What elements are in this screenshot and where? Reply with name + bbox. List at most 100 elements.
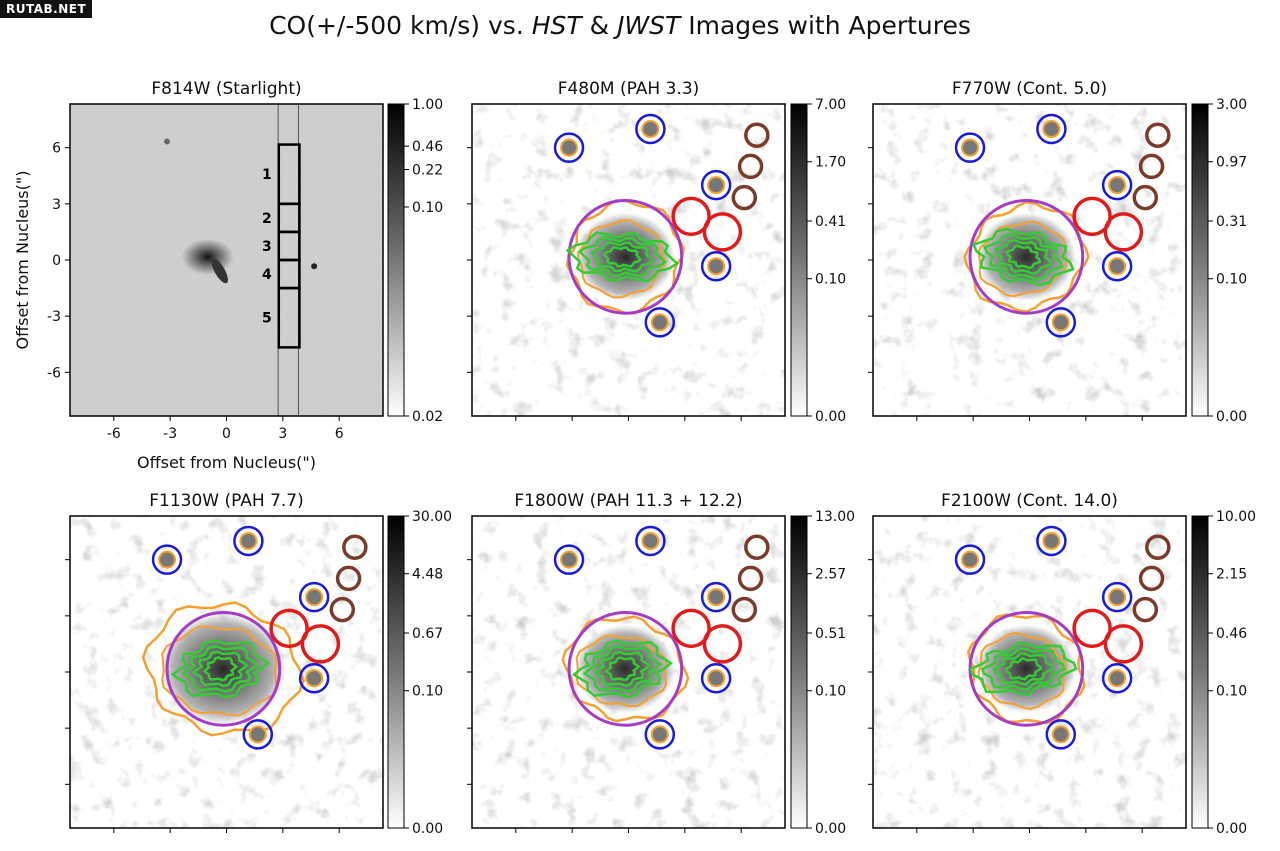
colorbar-label: 0.00	[1216, 409, 1247, 425]
colorbar-label: 0.41	[815, 214, 846, 230]
point-source	[305, 588, 324, 607]
colorbar-label: 0.10	[1216, 272, 1247, 288]
colorbar-label: 0.51	[815, 626, 846, 642]
aperture-circle-blue	[1101, 250, 1133, 282]
aperture-circle-brown	[1132, 184, 1159, 211]
aperture-circle-red	[702, 212, 743, 252]
point-source	[1108, 588, 1127, 607]
aperture-circle-red	[1072, 196, 1112, 237]
colorbar-label: 7.00	[815, 97, 846, 113]
aperture-circle-brown	[1145, 122, 1171, 148]
colorbar	[790, 515, 808, 829]
point-source	[1042, 531, 1061, 550]
co-contour	[577, 236, 667, 278]
aperture-circle-blue	[954, 132, 986, 163]
panel-title: F1130W (PAH 7.7)	[149, 491, 304, 511]
panel-4: F1130W (PAH 7.7) 30.00 4.48 0.67 0.10 0.00	[65, 491, 452, 837]
aperture-circle-blue	[644, 307, 676, 338]
aperture-circle-brown	[744, 122, 770, 148]
colorbar	[387, 103, 405, 417]
galaxy-core	[181, 238, 234, 275]
aperture-circle-blue	[635, 525, 666, 557]
aperture-circle-blue	[298, 581, 330, 613]
aperture-circle-blue	[1036, 525, 1067, 557]
aperture-circle-red	[300, 624, 341, 664]
watermark: RUTAB.NET	[0, 0, 93, 18]
point-source	[961, 138, 980, 157]
co-contour	[994, 238, 1053, 276]
point-source	[1108, 669, 1127, 688]
panel-title: F480M (PAH 3.3)	[558, 79, 700, 99]
point-source	[641, 531, 660, 550]
x-tick-label: -3	[163, 426, 177, 442]
colorbar-label: 3.00	[1216, 97, 1247, 113]
colorbar-label: 0.10	[815, 684, 846, 700]
x-axis-label: Offset from Nucleus(")	[137, 453, 316, 472]
colorbar-label: 0.46	[1216, 626, 1247, 642]
y-tick-label: 3	[52, 197, 61, 213]
aperture-circle-blue	[1045, 307, 1077, 338]
aperture-circle-blue	[1101, 169, 1133, 201]
pah-contour	[963, 200, 1090, 313]
colorbar-label: 1.00	[412, 97, 443, 113]
aperture-circle-blue	[1101, 662, 1133, 694]
colorbar-label: 0.31	[1216, 214, 1247, 230]
colorbar-label: 0.10	[815, 272, 846, 288]
point-source	[1108, 176, 1127, 195]
x-tick-label: -6	[107, 426, 121, 442]
point-source	[305, 669, 324, 688]
aperture-circle-brown	[1145, 534, 1171, 560]
aperture-circle-blue	[1101, 581, 1133, 613]
point-source	[961, 550, 980, 569]
aperture-circle-brown	[737, 153, 764, 180]
point-source	[158, 550, 177, 569]
aperture-circle-purple	[567, 199, 684, 315]
co-contour	[602, 245, 643, 268]
co-contour	[571, 639, 673, 699]
aperture-circle-brown	[329, 596, 356, 623]
figure-title: CO(+/-500 km/s) vs. HST & JWST Images wi…	[269, 11, 971, 40]
point-source	[707, 257, 726, 276]
co-contour	[604, 656, 641, 682]
colorbar	[1191, 103, 1209, 417]
aperture-circle-blue	[700, 169, 732, 201]
panel-5: F1800W (PAH 11.3 + 12.2) 13.00 2.57 0.51 0.1…	[467, 491, 855, 837]
aperture-circle-brown	[731, 184, 758, 211]
panel-1: F814W (Starlight) 1 2 3 4 5 -6 -6 -3 -3 0 0 3 3 6 6 Offs…	[13, 79, 443, 472]
co-contour	[593, 650, 652, 688]
slit-aperture	[277, 286, 301, 349]
co-contour	[1004, 657, 1043, 681]
aperture-circle-blue	[151, 544, 183, 575]
aperture-circle-red	[1103, 624, 1144, 664]
colorbar-label: 4.48	[412, 567, 443, 583]
aperture-circle-brown	[335, 565, 362, 592]
aperture-circle-red	[671, 608, 711, 649]
co-contour	[589, 240, 655, 273]
aperture-circle-blue	[242, 719, 274, 750]
aperture-circle-blue	[644, 719, 676, 750]
x-tick-label: 3	[278, 426, 287, 442]
point-source	[641, 119, 660, 138]
colorbar	[790, 103, 808, 417]
y-axis-label: Offset from Nucleus(")	[13, 171, 32, 350]
co-contour	[983, 233, 1064, 281]
galaxy-core	[976, 624, 1076, 713]
colorbar-label: 1.70	[815, 155, 846, 171]
colorbar-label: 0.97	[1216, 155, 1247, 171]
y-tick-label: 0	[52, 253, 61, 269]
point-source	[707, 588, 726, 607]
point-source	[248, 725, 267, 744]
panel-3: F770W (Cont. 5.0) 3.00 0.97 0.31 0.10 0.00	[868, 79, 1247, 425]
panel-title: F1800W (PAH 11.3 + 12.2)	[514, 491, 742, 511]
point-source	[707, 176, 726, 195]
point-source	[707, 669, 726, 688]
aperture-circle-blue	[954, 544, 986, 575]
point-source	[1051, 313, 1070, 332]
colorbar-label: 0.02	[412, 409, 443, 425]
point-source	[164, 138, 171, 145]
slit-label: 3	[262, 239, 272, 255]
point-source	[1108, 257, 1127, 276]
aperture-circle-blue	[298, 662, 330, 694]
pah-contour	[161, 625, 278, 717]
